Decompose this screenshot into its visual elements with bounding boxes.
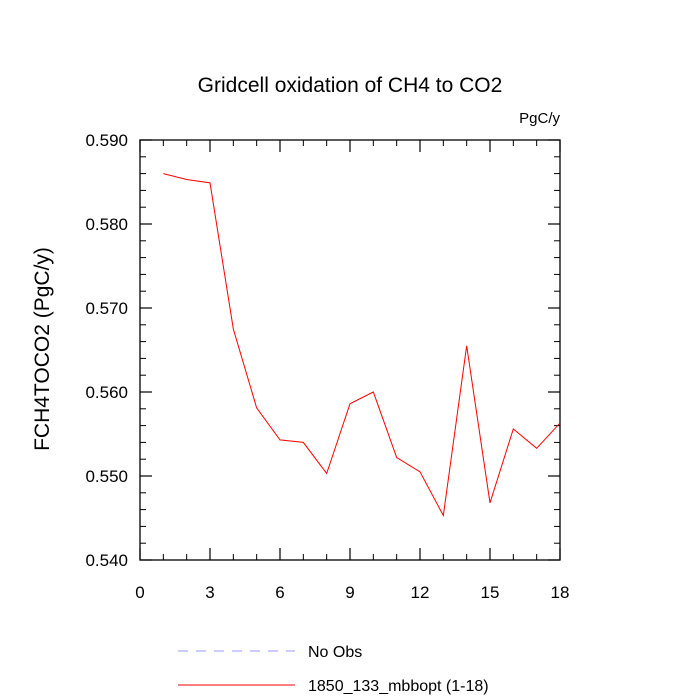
x-tick-label: 18 bbox=[551, 583, 570, 602]
x-tick-label: 15 bbox=[481, 583, 500, 602]
x-tick-label: 0 bbox=[135, 583, 144, 602]
y-tick-label: 0.570 bbox=[85, 299, 128, 318]
y-tick-label: 0.550 bbox=[85, 467, 128, 486]
legend-label-1850-133-mbbopt: 1850_133_mbbopt (1-18) bbox=[308, 678, 489, 695]
y-tick-label: 0.560 bbox=[85, 383, 128, 402]
series-layer bbox=[163, 173, 561, 518]
units-label: PgC/y bbox=[519, 110, 560, 127]
legend: No Obs 1850_133_mbbopt (1-18) bbox=[178, 644, 489, 695]
y-axis-label: FCH4TOCO2 (PgC/y) bbox=[31, 247, 54, 451]
x-tick-label: 12 bbox=[411, 583, 430, 602]
x-tick-label: 9 bbox=[345, 583, 354, 602]
series-line-1850-133-mbbopt bbox=[163, 173, 561, 518]
x-tick-label: 3 bbox=[205, 583, 214, 602]
legend-label-no-obs: No Obs bbox=[308, 644, 362, 661]
y-tick-label: 0.540 bbox=[85, 551, 128, 570]
plot-frame bbox=[139, 139, 561, 561]
chart-title: Gridcell oxidation of CH4 to CO2 bbox=[198, 74, 503, 97]
axis-ticks: 0 3 6 9 12 15 18 0.540 0.550 0.560 0.570 0.580 0.590 bbox=[85, 131, 569, 602]
y-tick-label: 0.590 bbox=[85, 131, 128, 150]
y-tick-label: 0.580 bbox=[85, 215, 128, 234]
x-tick-label: 6 bbox=[275, 583, 284, 602]
